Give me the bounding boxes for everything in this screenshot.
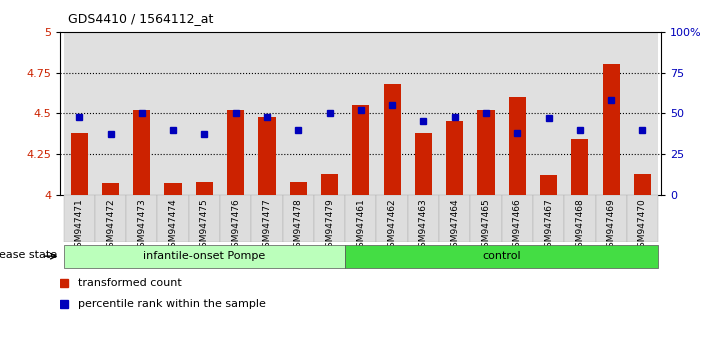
Bar: [565, 32, 596, 195]
Text: GSM947475: GSM947475: [200, 199, 209, 253]
Bar: [282, 32, 314, 195]
Bar: [258, 116, 276, 195]
Bar: [596, 195, 627, 242]
Text: transformed count: transformed count: [78, 278, 182, 288]
Bar: [352, 105, 370, 195]
Bar: [439, 32, 471, 195]
Bar: [196, 182, 213, 195]
Bar: [188, 195, 220, 242]
Bar: [157, 32, 188, 195]
Bar: [508, 97, 526, 195]
Bar: [415, 133, 432, 195]
Text: GSM947477: GSM947477: [262, 199, 272, 253]
Text: infantile-onset Pompe: infantile-onset Pompe: [143, 251, 265, 261]
Text: GSM947478: GSM947478: [294, 199, 303, 253]
Bar: [408, 32, 439, 195]
Text: GSM947468: GSM947468: [575, 199, 584, 253]
Text: GSM947465: GSM947465: [481, 199, 491, 253]
Bar: [289, 182, 307, 195]
Bar: [377, 32, 408, 195]
Bar: [95, 32, 126, 195]
Text: GSM947466: GSM947466: [513, 199, 522, 253]
Bar: [227, 110, 245, 195]
Bar: [439, 195, 471, 242]
Bar: [602, 64, 620, 195]
Bar: [627, 195, 658, 242]
Text: GSM947461: GSM947461: [356, 199, 365, 253]
Bar: [63, 246, 345, 268]
Bar: [220, 32, 251, 195]
Bar: [533, 195, 565, 242]
Text: GSM947469: GSM947469: [606, 199, 616, 253]
Bar: [164, 183, 182, 195]
Bar: [533, 32, 565, 195]
Text: GDS4410 / 1564112_at: GDS4410 / 1564112_at: [68, 12, 213, 25]
Bar: [377, 195, 408, 242]
Bar: [627, 32, 658, 195]
Bar: [282, 195, 314, 242]
Text: GSM947462: GSM947462: [387, 199, 397, 253]
Bar: [70, 133, 88, 195]
Bar: [188, 32, 220, 195]
Bar: [251, 32, 282, 195]
Bar: [251, 195, 282, 242]
Text: GSM947479: GSM947479: [325, 199, 334, 253]
Text: GSM947473: GSM947473: [137, 199, 146, 253]
Bar: [502, 195, 533, 242]
Bar: [502, 32, 533, 195]
Bar: [63, 32, 95, 195]
Bar: [345, 246, 658, 268]
Bar: [477, 110, 495, 195]
Bar: [408, 195, 439, 242]
Bar: [345, 195, 377, 242]
Bar: [565, 195, 596, 242]
Text: disease state: disease state: [0, 250, 57, 261]
Bar: [634, 173, 651, 195]
Bar: [157, 195, 188, 242]
Bar: [63, 195, 95, 242]
Bar: [540, 175, 557, 195]
Text: GSM947470: GSM947470: [638, 199, 647, 253]
Bar: [596, 32, 627, 195]
Text: GSM947464: GSM947464: [450, 199, 459, 253]
Bar: [345, 32, 377, 195]
Text: GSM947463: GSM947463: [419, 199, 428, 253]
Bar: [383, 84, 401, 195]
Bar: [314, 32, 345, 195]
Bar: [95, 195, 126, 242]
Bar: [314, 195, 345, 242]
Bar: [102, 183, 119, 195]
Text: control: control: [482, 251, 521, 261]
Bar: [126, 32, 157, 195]
Bar: [220, 195, 251, 242]
Bar: [471, 32, 502, 195]
Text: GSM947467: GSM947467: [544, 199, 553, 253]
Bar: [571, 139, 589, 195]
Bar: [321, 173, 338, 195]
Bar: [446, 121, 464, 195]
Text: GSM947472: GSM947472: [106, 199, 115, 253]
Text: percentile rank within the sample: percentile rank within the sample: [78, 299, 266, 309]
Bar: [133, 110, 151, 195]
Bar: [471, 195, 502, 242]
Bar: [126, 195, 157, 242]
Text: GSM947474: GSM947474: [169, 199, 178, 253]
Text: GSM947471: GSM947471: [75, 199, 84, 253]
Text: GSM947476: GSM947476: [231, 199, 240, 253]
